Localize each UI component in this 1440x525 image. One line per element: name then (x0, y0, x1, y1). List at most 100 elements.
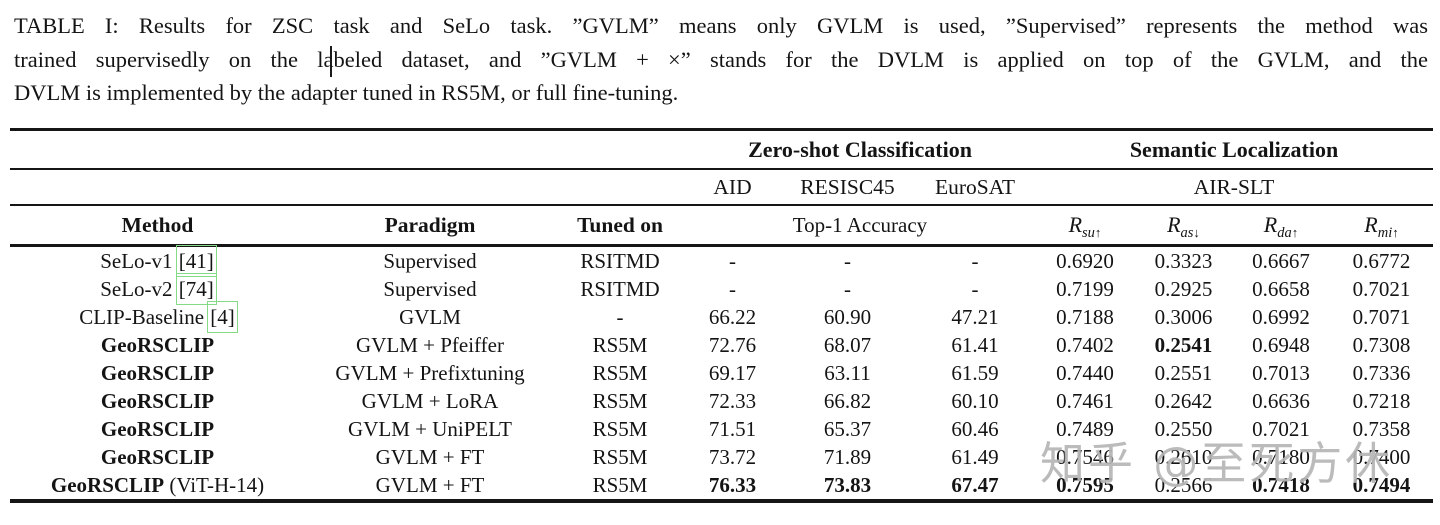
resisc45-cell: 65.37 (823, 416, 872, 441)
eurosat-cell: 61.49 (951, 444, 999, 469)
ras-cell: 0.2550 (1154, 416, 1213, 441)
resisc45-cell: - (844, 276, 851, 301)
up-arrow-icon: ↑ (1392, 225, 1399, 241)
down-arrow-icon: ↓ (1193, 225, 1200, 241)
dataset-header-aid: AID (685, 169, 780, 206)
paradigm-cell: GVLM + FT (375, 444, 485, 469)
eurosat-cell: 61.41 (951, 332, 999, 357)
ras-cell: 0.3006 (1154, 304, 1213, 329)
col-header-ras: Ras↓ (1135, 205, 1232, 247)
aid-cell: 73.72 (708, 444, 757, 469)
rsu-cell: 0.7595 (1056, 472, 1114, 497)
method-cell: GeoRSCLIP (ViT-H-14) (50, 472, 265, 497)
eurosat-cell: 67.47 (951, 472, 999, 497)
tuned-on-cell: - (616, 304, 624, 329)
eurosat-cell: 61.59 (951, 360, 999, 385)
table-row: GeoRSCLIP GVLM + Prefixtuning RS5M 69.17… (10, 359, 1433, 387)
rda-cell: 0.6658 (1252, 276, 1310, 301)
method-cell: CLIP-Baseline [4] (79, 300, 238, 333)
dataset-header-row: AID RESISC45 EuroSAT AIR-SLT (10, 169, 1433, 206)
rmi-cell: 0.7021 (1352, 276, 1411, 301)
dataset-header-spacer (10, 169, 685, 206)
rda-cell: 0.6636 (1252, 388, 1310, 413)
table-row: GeoRSCLIP GVLM + LoRA RS5M 72.33 66.82 6… (10, 387, 1433, 415)
eurosat-cell: 60.46 (951, 416, 999, 441)
table-row: GeoRSCLIP GVLM + UniPELT RS5M 71.51 65.3… (10, 415, 1433, 443)
up-arrow-icon: ↑ (1291, 225, 1299, 241)
table-row: SeLo-v1 [41] Supervised RSITMD - - - 0.6… (10, 244, 1433, 277)
aid-cell: 72.33 (708, 388, 757, 413)
resisc45-cell: 63.11 (824, 360, 871, 385)
rda-cell: 0.7180 (1252, 444, 1310, 469)
table-row: GeoRSCLIP (ViT-H-14) GVLM + FT RS5M 76.3… (10, 471, 1433, 501)
citation-link[interactable]: [4] (207, 300, 238, 333)
col-header-tuned-on: Tuned on (555, 205, 685, 247)
aid-cell: 72.76 (708, 332, 757, 357)
rmi-cell: 0.6772 (1352, 248, 1411, 273)
rda-cell: 0.7418 (1252, 472, 1310, 497)
group-header-row: Zero-shot Classification Semantic Locali… (10, 129, 1433, 170)
col-header-method: Method (10, 205, 305, 247)
tuned-on-cell: RS5M (592, 360, 648, 385)
resisc45-cell: - (844, 248, 851, 273)
paradigm-cell: GVLM + UniPELT (348, 416, 512, 441)
results-table: Zero-shot Classification Semantic Locali… (10, 128, 1433, 503)
up-arrow-icon: ↑ (1094, 225, 1102, 241)
tuned-on-cell: RS5M (592, 472, 648, 497)
rsu-cell: 0.7402 (1056, 332, 1114, 357)
ras-cell: 0.2541 (1154, 332, 1213, 357)
col-header-rda: Rda↑ (1232, 205, 1330, 247)
col-header-rmi: Rmi↑ (1330, 205, 1433, 247)
citation-link[interactable]: [41] (175, 244, 217, 277)
rmi-cell: 0.7400 (1352, 444, 1411, 469)
rmi-cell: 0.7358 (1352, 416, 1411, 441)
caption-line-2: trained supervisedly on the labeled data… (14, 46, 1428, 72)
tuned-on-cell: RS5M (592, 416, 648, 441)
resisc45-cell: 66.82 (823, 388, 872, 413)
aid-cell: - (729, 276, 736, 301)
group-header-spacer (10, 129, 685, 170)
caption-line-1: TABLE I: Results for ZSC task and SeLo t… (14, 13, 1428, 38)
method-cell: GeoRSCLIP (100, 332, 215, 357)
dataset-header-eurosat: EuroSAT (915, 169, 1035, 206)
citation-link[interactable]: [74] (175, 272, 217, 305)
ras-cell: 0.2551 (1154, 360, 1213, 385)
method-cell: SeLo-v1 [41] (100, 244, 217, 277)
resisc45-cell: 68.07 (823, 332, 872, 357)
method-cell: GeoRSCLIP (100, 360, 215, 385)
table-row: SeLo-v2 [74] Supervised RSITMD - - - 0.7… (10, 272, 1433, 305)
rda-cell: 0.7021 (1252, 416, 1310, 441)
rda-cell: 0.6667 (1252, 248, 1310, 273)
paradigm-cell: GVLM + Pfeiffer (356, 332, 504, 357)
paradigm-cell: GVLM (399, 304, 461, 329)
eurosat-cell: 47.21 (951, 304, 999, 329)
rsu-cell: 0.7461 (1056, 388, 1114, 413)
rda-cell: 0.6992 (1252, 304, 1310, 329)
text-cursor[interactable] (330, 46, 332, 77)
rsu-cell: 0.6920 (1056, 248, 1114, 273)
eurosat-cell: 60.10 (951, 388, 999, 413)
dataset-header-airslt: AIR-SLT (1035, 169, 1433, 206)
tuned-on-cell: RSITMD (580, 248, 660, 273)
tuned-on-cell: RSITMD (580, 276, 660, 301)
tuned-on-cell: RS5M (592, 388, 648, 413)
watermark: 知乎 @至死方休 (1040, 437, 1394, 490)
paradigm-cell: Supervised (383, 248, 477, 273)
rda-cell: 0.6948 (1252, 332, 1310, 357)
resisc45-cell: 71.89 (823, 444, 872, 469)
eurosat-cell: - (971, 248, 979, 273)
rsu-cell: 0.7199 (1056, 276, 1114, 301)
col-header-rsu: Rsu↑ (1035, 205, 1135, 247)
caption-line-3: DVLM is implemented by the adapter tuned… (14, 80, 679, 105)
resisc45-cell: 60.90 (823, 304, 872, 329)
ras-cell: 0.2566 (1154, 472, 1213, 497)
paradigm-cell: GVLM + FT (375, 472, 485, 497)
rmi-cell: 0.7218 (1352, 388, 1411, 413)
rsu-cell: 0.7188 (1056, 304, 1114, 329)
rsu-cell: 0.7546 (1056, 444, 1114, 469)
dataset-header-resisc45: RESISC45 (780, 169, 915, 206)
aid-cell: - (729, 248, 736, 273)
ras-cell: 0.2642 (1154, 388, 1213, 413)
method-cell: GeoRSCLIP (100, 388, 215, 413)
tuned-on-cell: RS5M (592, 332, 648, 357)
